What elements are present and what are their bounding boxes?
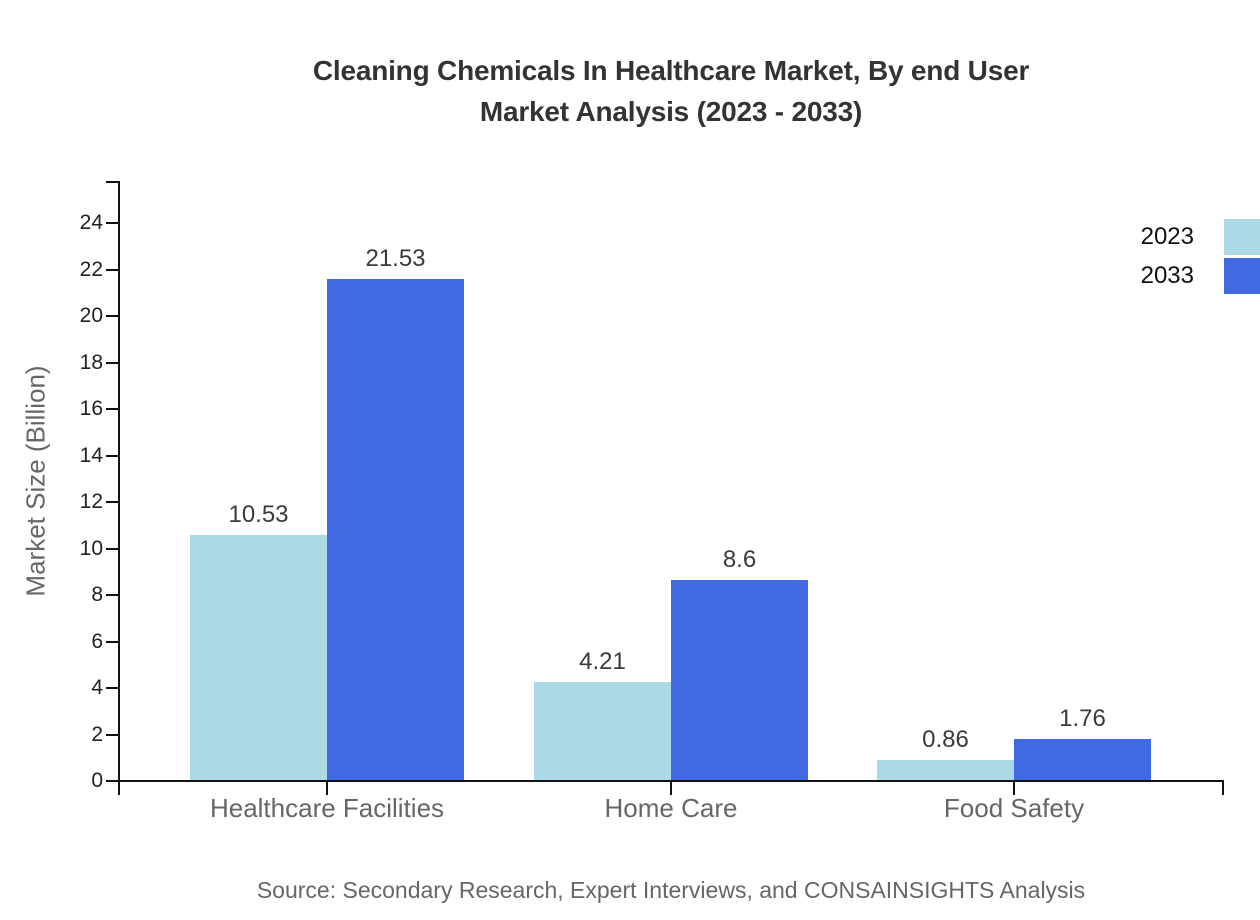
y-axis-end-cap <box>106 181 118 183</box>
bar-value-label-2033-food-safety: 1.76 <box>1059 705 1106 732</box>
category-label-food-safety: Food Safety <box>943 793 1085 823</box>
y-tick-6 <box>106 641 118 643</box>
y-tick-label-12: 12 <box>79 490 103 513</box>
y-tick-label-14: 14 <box>79 444 103 467</box>
bar-2033-healthcare-facilities <box>327 279 464 780</box>
y-tick-label-20: 20 <box>79 304 103 327</box>
chart-title-line-2: Market Analysis (2023 - 2033) <box>479 96 863 127</box>
x-axis-left-cap <box>118 782 120 795</box>
y-tick-2 <box>106 734 118 736</box>
y-tick-label-0: 0 <box>91 769 103 792</box>
legend-label-2033: 2033 <box>1140 262 1194 289</box>
x-axis-line <box>118 780 1224 782</box>
y-tick-label-22: 22 <box>79 258 103 281</box>
x-tick-food-safety <box>1013 782 1015 795</box>
chart-title-line-1: Cleaning Chemicals In Healthcare Market,… <box>312 55 1030 86</box>
x-tick-healthcare-facilities <box>326 782 328 795</box>
y-tick-12 <box>106 501 118 503</box>
bar-2023-food-safety <box>877 760 1014 780</box>
category-label-home-care: Home Care <box>604 793 738 823</box>
y-tick-label-2: 2 <box>91 723 103 746</box>
legend-swatch-2023 <box>1224 219 1260 255</box>
bar-value-label-2023-food-safety: 0.86 <box>922 726 969 753</box>
bar-2033-home-care <box>671 580 808 780</box>
source-note: Source: Secondary Research, Expert Inter… <box>256 877 1086 903</box>
chart-title: Cleaning Chemicals In Healthcare Market,… <box>119 50 1223 132</box>
y-tick-22 <box>106 269 118 271</box>
bar-value-label-2023-healthcare-facilities: 10.53 <box>228 501 289 528</box>
y-tick-0 <box>106 780 118 782</box>
legend-item-2023: 2023 <box>1141 219 1260 255</box>
legend-item-2033: 2033 <box>1141 258 1260 294</box>
y-tick-label-18: 18 <box>79 351 103 374</box>
bar-2033-food-safety <box>1014 739 1151 780</box>
y-tick-8 <box>106 594 118 596</box>
x-tick-home-care <box>670 782 672 795</box>
legend: 2023 2033 <box>1141 219 1260 294</box>
x-axis-right-cap <box>1222 782 1224 795</box>
legend-label-2023: 2023 <box>1140 223 1194 250</box>
y-tick-20 <box>106 315 118 317</box>
bar-2023-home-care <box>534 682 671 780</box>
y-tick-14 <box>106 455 118 457</box>
bar-value-label-2033-home-care: 8.6 <box>722 546 757 573</box>
category-label-healthcare-facilities: Healthcare Facilities <box>209 793 445 823</box>
y-tick-label-24: 24 <box>79 211 103 234</box>
legend-swatch-2033 <box>1224 258 1260 294</box>
y-tick-24 <box>106 222 118 224</box>
y-tick-10 <box>106 548 118 550</box>
bar-value-label-2033-healthcare-facilities: 21.53 <box>365 245 426 272</box>
y-tick-16 <box>106 408 118 410</box>
y-tick-label-4: 4 <box>91 676 103 699</box>
y-tick-18 <box>106 362 118 364</box>
bar-2023-healthcare-facilities <box>190 535 327 780</box>
y-axis-line <box>118 181 120 782</box>
y-tick-4 <box>106 687 118 689</box>
y-tick-label-10: 10 <box>79 537 103 560</box>
bar-value-label-2023-home-care: 4.21 <box>579 648 626 675</box>
y-tick-label-6: 6 <box>91 630 103 653</box>
y-tick-label-8: 8 <box>91 583 103 606</box>
y-tick-label-16: 16 <box>79 397 103 420</box>
